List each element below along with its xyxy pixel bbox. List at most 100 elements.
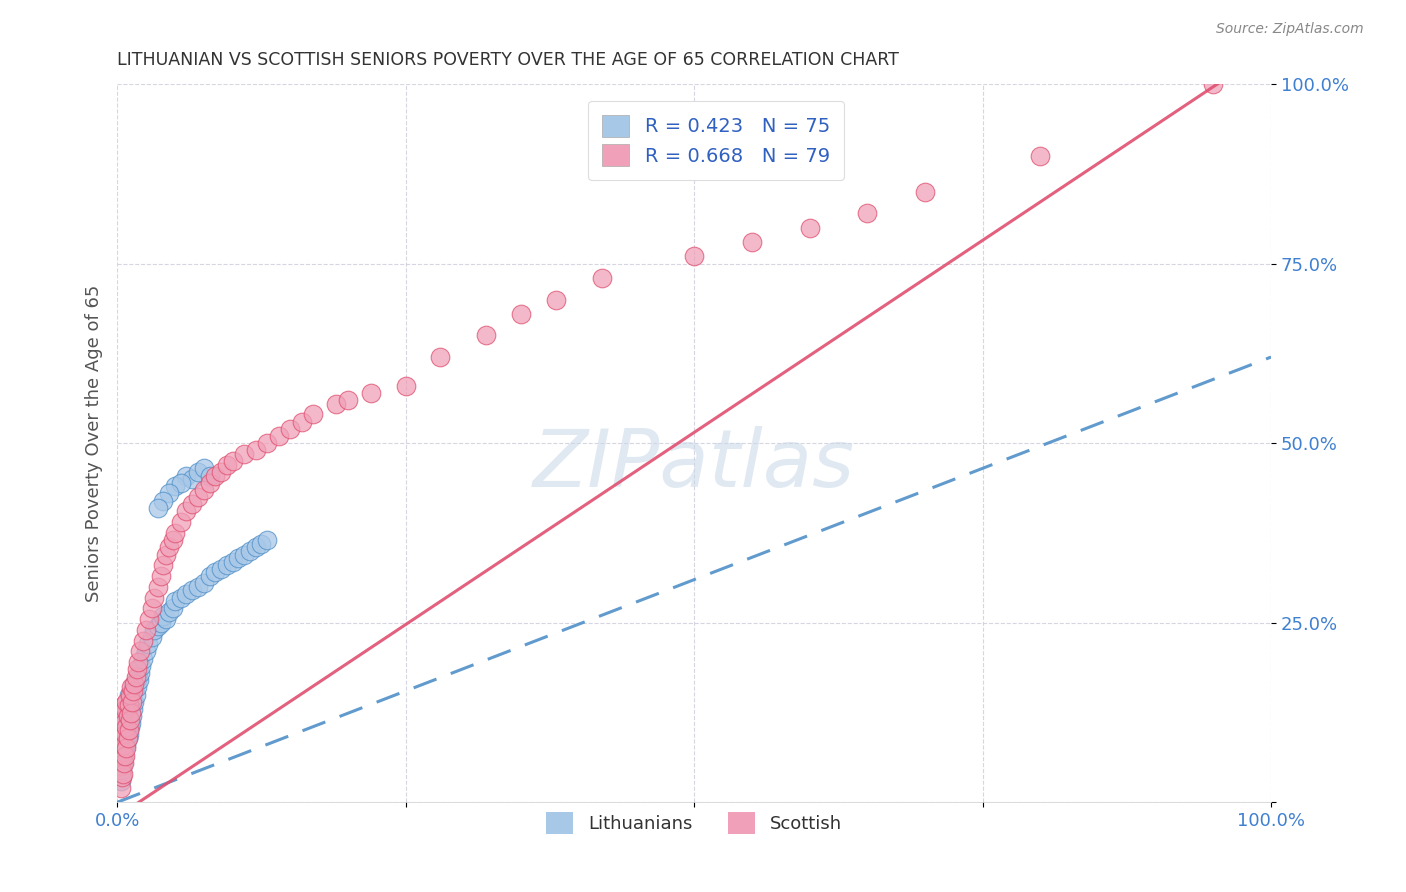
Point — [111, 731, 134, 745]
Point — [128, 673, 150, 688]
Point — [125, 662, 148, 676]
Point — [135, 644, 157, 658]
Point — [256, 436, 278, 450]
Point — [198, 569, 221, 583]
Point — [111, 709, 134, 723]
Legend: Lithuanians, Scottish: Lithuanians, Scottish — [537, 804, 851, 844]
Point — [117, 731, 139, 745]
Point — [124, 670, 146, 684]
Point — [181, 583, 204, 598]
Point — [111, 770, 134, 784]
Point — [163, 479, 186, 493]
Point — [267, 429, 290, 443]
Point — [122, 702, 145, 716]
Point — [198, 468, 221, 483]
Point — [110, 759, 132, 773]
Point — [131, 633, 153, 648]
Point — [127, 655, 149, 669]
Point — [112, 748, 135, 763]
Point — [135, 623, 157, 637]
Point — [233, 447, 256, 461]
Point — [118, 727, 141, 741]
Point — [127, 670, 149, 684]
Point — [124, 677, 146, 691]
Point — [245, 443, 267, 458]
Point — [141, 601, 163, 615]
Point — [429, 350, 451, 364]
Point — [187, 580, 209, 594]
Point — [914, 185, 936, 199]
Point — [111, 748, 134, 763]
Point — [163, 594, 186, 608]
Point — [121, 709, 143, 723]
Point — [198, 475, 221, 490]
Point — [209, 465, 232, 479]
Point — [111, 763, 134, 777]
Point — [118, 688, 141, 702]
Point — [228, 551, 250, 566]
Point — [118, 723, 141, 738]
Point — [118, 709, 141, 723]
Text: LITHUANIAN VS SCOTTISH SENIORS POVERTY OVER THE AGE OF 65 CORRELATION CHART: LITHUANIAN VS SCOTTISH SENIORS POVERTY O… — [117, 51, 898, 69]
Point — [475, 328, 498, 343]
Point — [152, 558, 174, 573]
Point — [325, 397, 347, 411]
Point — [129, 665, 152, 680]
Point — [125, 681, 148, 695]
Point — [856, 206, 879, 220]
Point — [176, 587, 198, 601]
Point — [181, 472, 204, 486]
Point — [112, 738, 135, 752]
Point — [204, 468, 226, 483]
Point — [114, 748, 136, 763]
Point — [138, 637, 160, 651]
Point — [141, 630, 163, 644]
Point — [152, 608, 174, 623]
Y-axis label: Seniors Poverty Over the Age of 65: Seniors Poverty Over the Age of 65 — [86, 285, 103, 602]
Point — [110, 752, 132, 766]
Point — [118, 720, 141, 734]
Point — [115, 695, 138, 709]
Point — [510, 307, 533, 321]
Point — [110, 773, 132, 788]
Point — [157, 605, 180, 619]
Point — [239, 544, 262, 558]
Point — [112, 698, 135, 713]
Text: ZIPatlas: ZIPatlas — [533, 425, 855, 504]
Point — [302, 408, 325, 422]
Point — [1029, 149, 1052, 163]
Point — [215, 458, 238, 472]
Point — [124, 688, 146, 702]
Point — [150, 569, 173, 583]
Point — [122, 684, 145, 698]
Point — [112, 720, 135, 734]
Point — [209, 562, 232, 576]
Point — [115, 741, 138, 756]
Point — [741, 235, 763, 249]
Point — [204, 566, 226, 580]
Point — [683, 250, 706, 264]
Point — [114, 727, 136, 741]
Point — [118, 698, 141, 713]
Point — [193, 461, 215, 475]
Point — [155, 548, 177, 562]
Point — [114, 702, 136, 716]
Point — [112, 734, 135, 748]
Point — [117, 709, 139, 723]
Point — [110, 780, 132, 795]
Point — [129, 644, 152, 658]
Point — [118, 713, 141, 727]
Point — [120, 681, 142, 695]
Point — [146, 619, 169, 633]
Point — [138, 612, 160, 626]
Point — [169, 515, 191, 529]
Point — [143, 591, 166, 605]
Point — [118, 688, 141, 702]
Point — [131, 658, 153, 673]
Point — [146, 500, 169, 515]
Point — [799, 220, 821, 235]
Point — [124, 677, 146, 691]
Point — [169, 475, 191, 490]
Point — [278, 422, 301, 436]
Point — [193, 483, 215, 497]
